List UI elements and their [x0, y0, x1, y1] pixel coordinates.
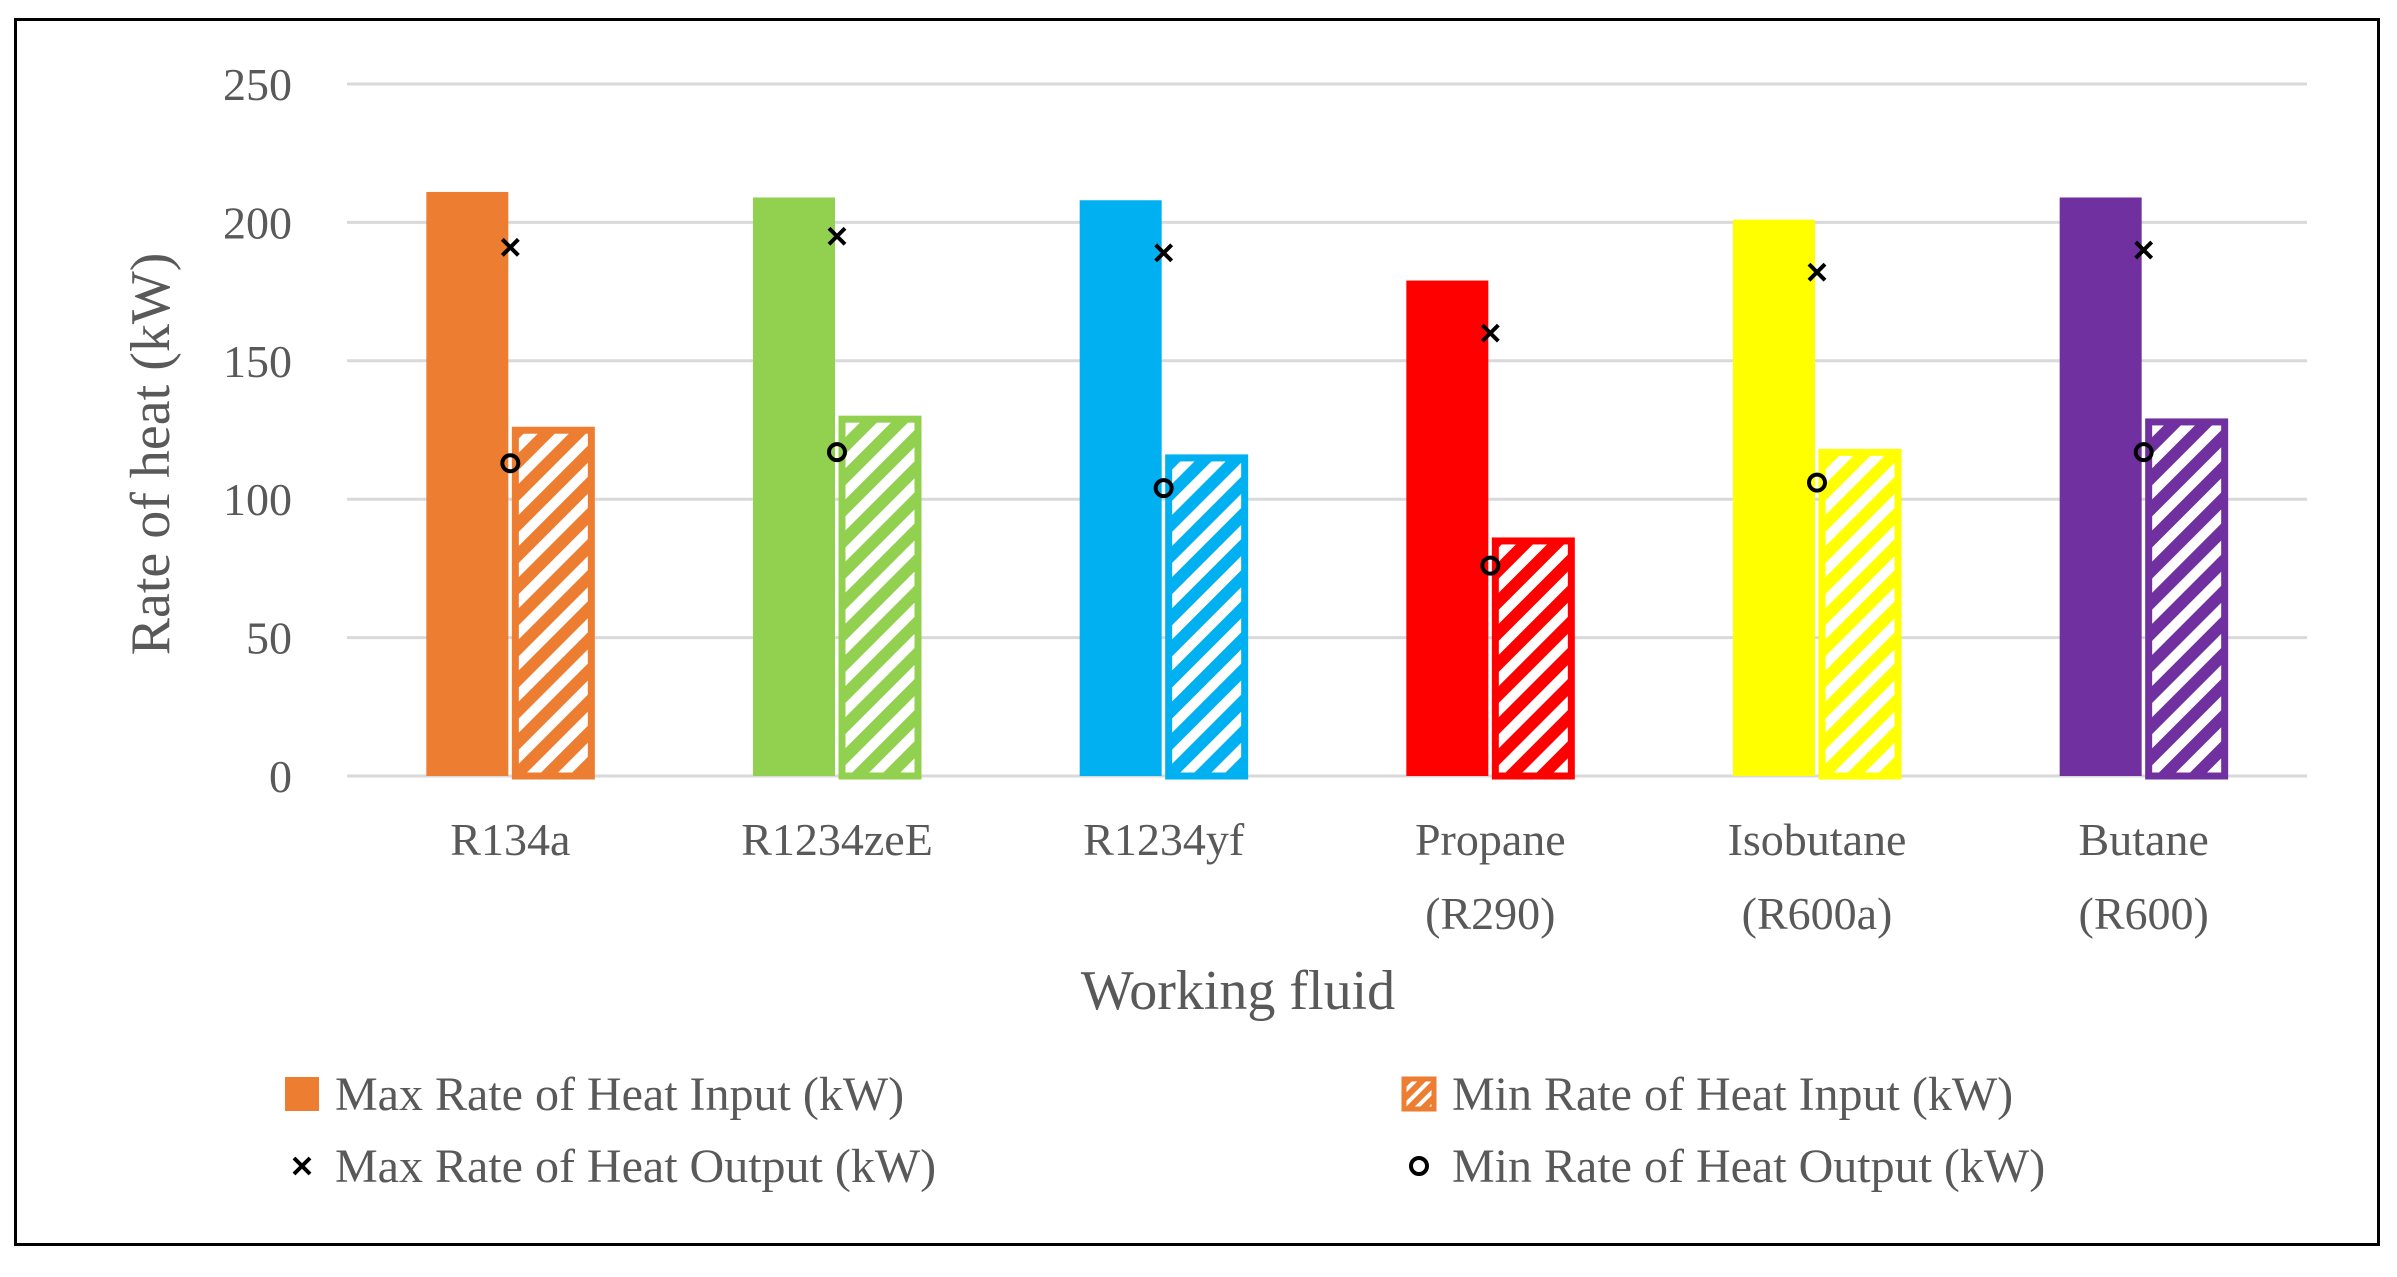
bar-min-heat-input — [1165, 454, 1249, 780]
y-axis-ticks: 0 50 100 150 200 250 — [223, 59, 292, 802]
marker-max-heat-output — [2134, 240, 2154, 260]
x-category-label: (R600) — [2079, 888, 2209, 939]
y-tick-label: 100 — [223, 474, 292, 525]
legend-label: Min Rate of Heat Output (kW) — [1452, 1140, 2045, 1193]
bar-max-heat-input — [2059, 197, 2142, 776]
x-category-label: Butane — [2079, 814, 2209, 865]
marker-max-heat-output — [1480, 323, 1500, 343]
markers — [500, 226, 2154, 576]
legend-item: Min Rate of Heat Input (kW) — [1401, 1068, 2013, 1121]
marker-min-heat-output — [1480, 555, 1501, 576]
x-category-label: (R600a) — [1742, 888, 1893, 939]
y-tick-label: 0 — [269, 751, 292, 802]
y-axis-title: Rate of heat (kW) — [120, 253, 182, 656]
marker-min-heat-output — [1807, 472, 1827, 493]
bar-max-heat-input — [426, 191, 509, 776]
marker-max-heat-output — [827, 226, 847, 246]
bar-max-heat-input — [1079, 200, 1162, 777]
x-category-label: Propane — [1415, 814, 1566, 865]
marker-max-heat-output — [1807, 262, 1827, 282]
legend: Max Rate of Heat Input (kW) Min Rate of H… — [285, 1068, 2045, 1193]
legend-swatch — [285, 1077, 319, 1111]
x-category-label: R134a — [450, 814, 570, 865]
legend-item: Min Rate of Heat Output (kW) — [1409, 1140, 2045, 1193]
bar-min-heat-input — [2145, 418, 2229, 780]
bar-max-heat-input — [1406, 280, 1489, 776]
legend-swatch — [1409, 1156, 1429, 1176]
marker-min-heat-output — [827, 442, 847, 463]
bar-min-heat-input — [1491, 537, 1575, 780]
bar-min-heat-input — [511, 426, 595, 780]
bar-max-heat-input — [753, 197, 835, 776]
y-tick-label: 50 — [246, 613, 292, 664]
bar-max-heat-input — [1733, 219, 1815, 776]
x-category-label: Isobutane — [1728, 814, 1907, 865]
legend-label: Max Rate of Heat Input (kW) — [335, 1068, 904, 1121]
x-category-label: R1234zeE — [741, 814, 933, 865]
x-category-label: R1234yf — [1083, 814, 1245, 865]
marker-min-heat-output — [500, 453, 521, 474]
legend-label: Min Rate of Heat Input (kW) — [1452, 1068, 2013, 1121]
chart-frame: 0 50 100 150 200 250 R134a R1234zeE R1234yf Prop… — [14, 18, 2380, 1246]
y-tick-label: 150 — [223, 336, 292, 387]
legend-item: Max Rate of Heat Input (kW) — [285, 1068, 904, 1121]
legend-swatch — [292, 1156, 312, 1176]
legend-label: Max Rate of Heat Output (kW) — [335, 1140, 936, 1193]
x-axis-title: Working fluid — [1081, 960, 1395, 1022]
legend-item: Max Rate of Heat Output (kW) — [292, 1140, 936, 1193]
x-category-label: (R290) — [1425, 888, 1555, 939]
y-tick-label: 200 — [223, 197, 292, 248]
marker-max-heat-output — [500, 237, 520, 257]
y-tick-label: 250 — [223, 59, 292, 110]
bar-min-heat-input — [838, 415, 922, 780]
bar-min-heat-input — [1818, 448, 1902, 780]
marker-min-heat-output — [1153, 478, 1174, 499]
chart: 0 50 100 150 200 250 R134a R1234zeE R1234yf Prop… — [120, 59, 2307, 1193]
legend-swatch — [1401, 1076, 1437, 1112]
x-axis-categories: R134a R1234zeE R1234yf Propane (R290) Isobuta… — [450, 814, 2209, 939]
gridlines — [347, 82, 2307, 778]
marker-min-heat-output — [2133, 442, 2154, 463]
bars — [426, 191, 2229, 780]
marker-max-heat-output — [1154, 243, 1174, 263]
